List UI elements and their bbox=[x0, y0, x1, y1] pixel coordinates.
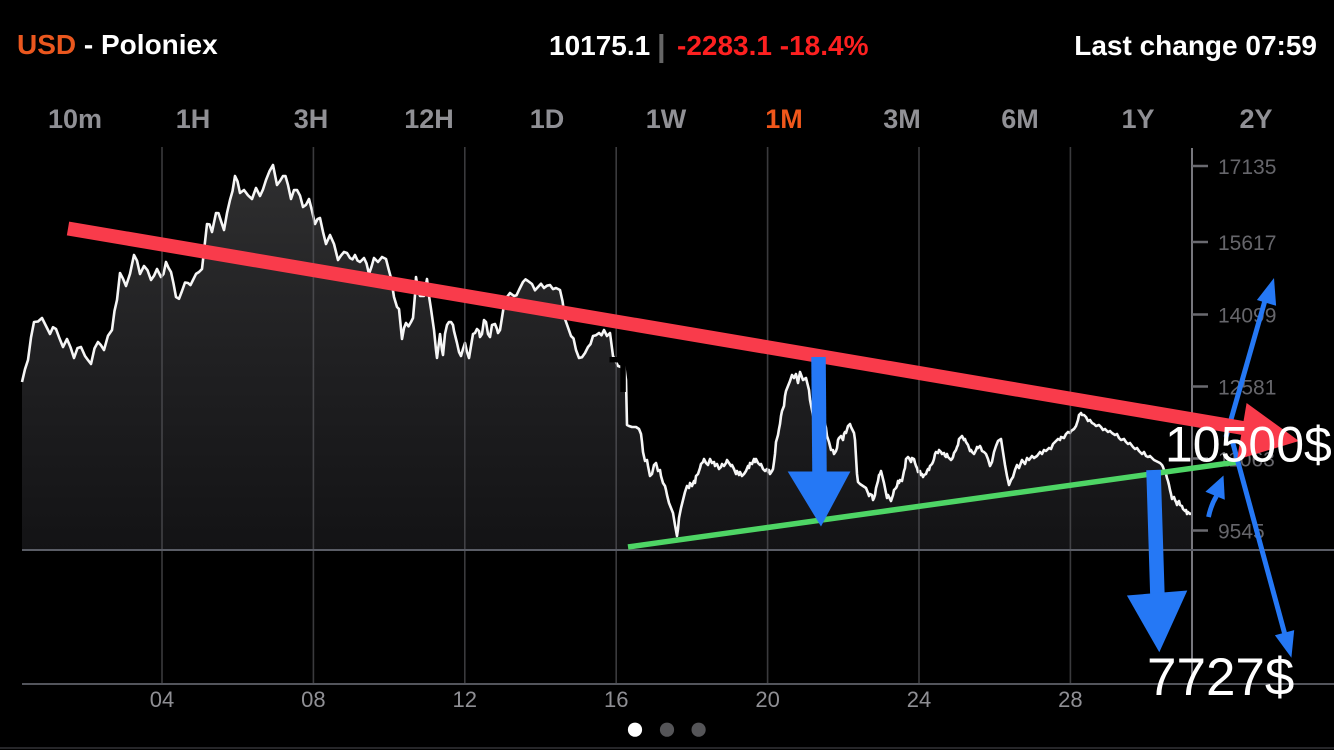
svg-text:12581: 12581 bbox=[1218, 377, 1276, 400]
svg-text:24: 24 bbox=[907, 687, 931, 712]
svg-text:1M: 1M bbox=[765, 104, 803, 134]
svg-text:2Y: 2Y bbox=[1239, 104, 1272, 134]
svg-text:1D: 1D bbox=[530, 104, 565, 134]
svg-text:14099: 14099 bbox=[1218, 305, 1276, 328]
svg-text:28: 28 bbox=[1058, 687, 1082, 712]
svg-text:USD - Poloniex: USD - Poloniex bbox=[17, 29, 218, 60]
svg-text:1Y: 1Y bbox=[1121, 104, 1154, 134]
svg-text:16: 16 bbox=[604, 687, 628, 712]
svg-text:08: 08 bbox=[301, 687, 325, 712]
svg-text:12: 12 bbox=[453, 687, 477, 712]
svg-text:|: | bbox=[657, 28, 666, 63]
svg-text:-2283.1 -18.4%: -2283.1 -18.4% bbox=[677, 30, 869, 61]
svg-text:3M: 3M bbox=[883, 104, 921, 134]
svg-text:1H: 1H bbox=[176, 104, 211, 134]
svg-text:10m: 10m bbox=[48, 104, 102, 134]
svg-text:20: 20 bbox=[755, 687, 779, 712]
svg-text:12H: 12H bbox=[404, 104, 454, 134]
svg-text:10175.1: 10175.1 bbox=[549, 30, 650, 61]
svg-text:1W: 1W bbox=[646, 104, 687, 134]
svg-text:17135: 17135 bbox=[1218, 156, 1276, 179]
svg-text:3H: 3H bbox=[294, 104, 329, 134]
svg-text:15617: 15617 bbox=[1218, 232, 1276, 255]
svg-text:7727$: 7727$ bbox=[1147, 648, 1294, 707]
svg-text:04: 04 bbox=[150, 687, 174, 712]
svg-text:6M: 6M bbox=[1001, 104, 1039, 134]
svg-text:Last change 07:59: Last change 07:59 bbox=[1074, 30, 1317, 61]
svg-text:10500$: 10500$ bbox=[1165, 417, 1332, 473]
svg-text:11063: 11063 bbox=[1218, 449, 1275, 472]
